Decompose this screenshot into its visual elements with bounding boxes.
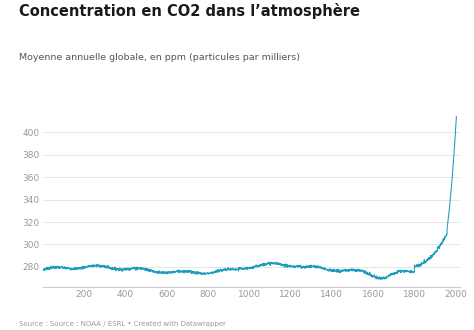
Text: Moyenne annuelle globale, en ppm (particules par milliers): Moyenne annuelle globale, en ppm (partic… [19, 53, 300, 62]
Text: Source : Source : NOAA / ESRL • Created with Datawrapper: Source : Source : NOAA / ESRL • Created … [19, 321, 226, 327]
Text: Concentration en CO2 dans l’atmosphère: Concentration en CO2 dans l’atmosphère [19, 3, 360, 19]
